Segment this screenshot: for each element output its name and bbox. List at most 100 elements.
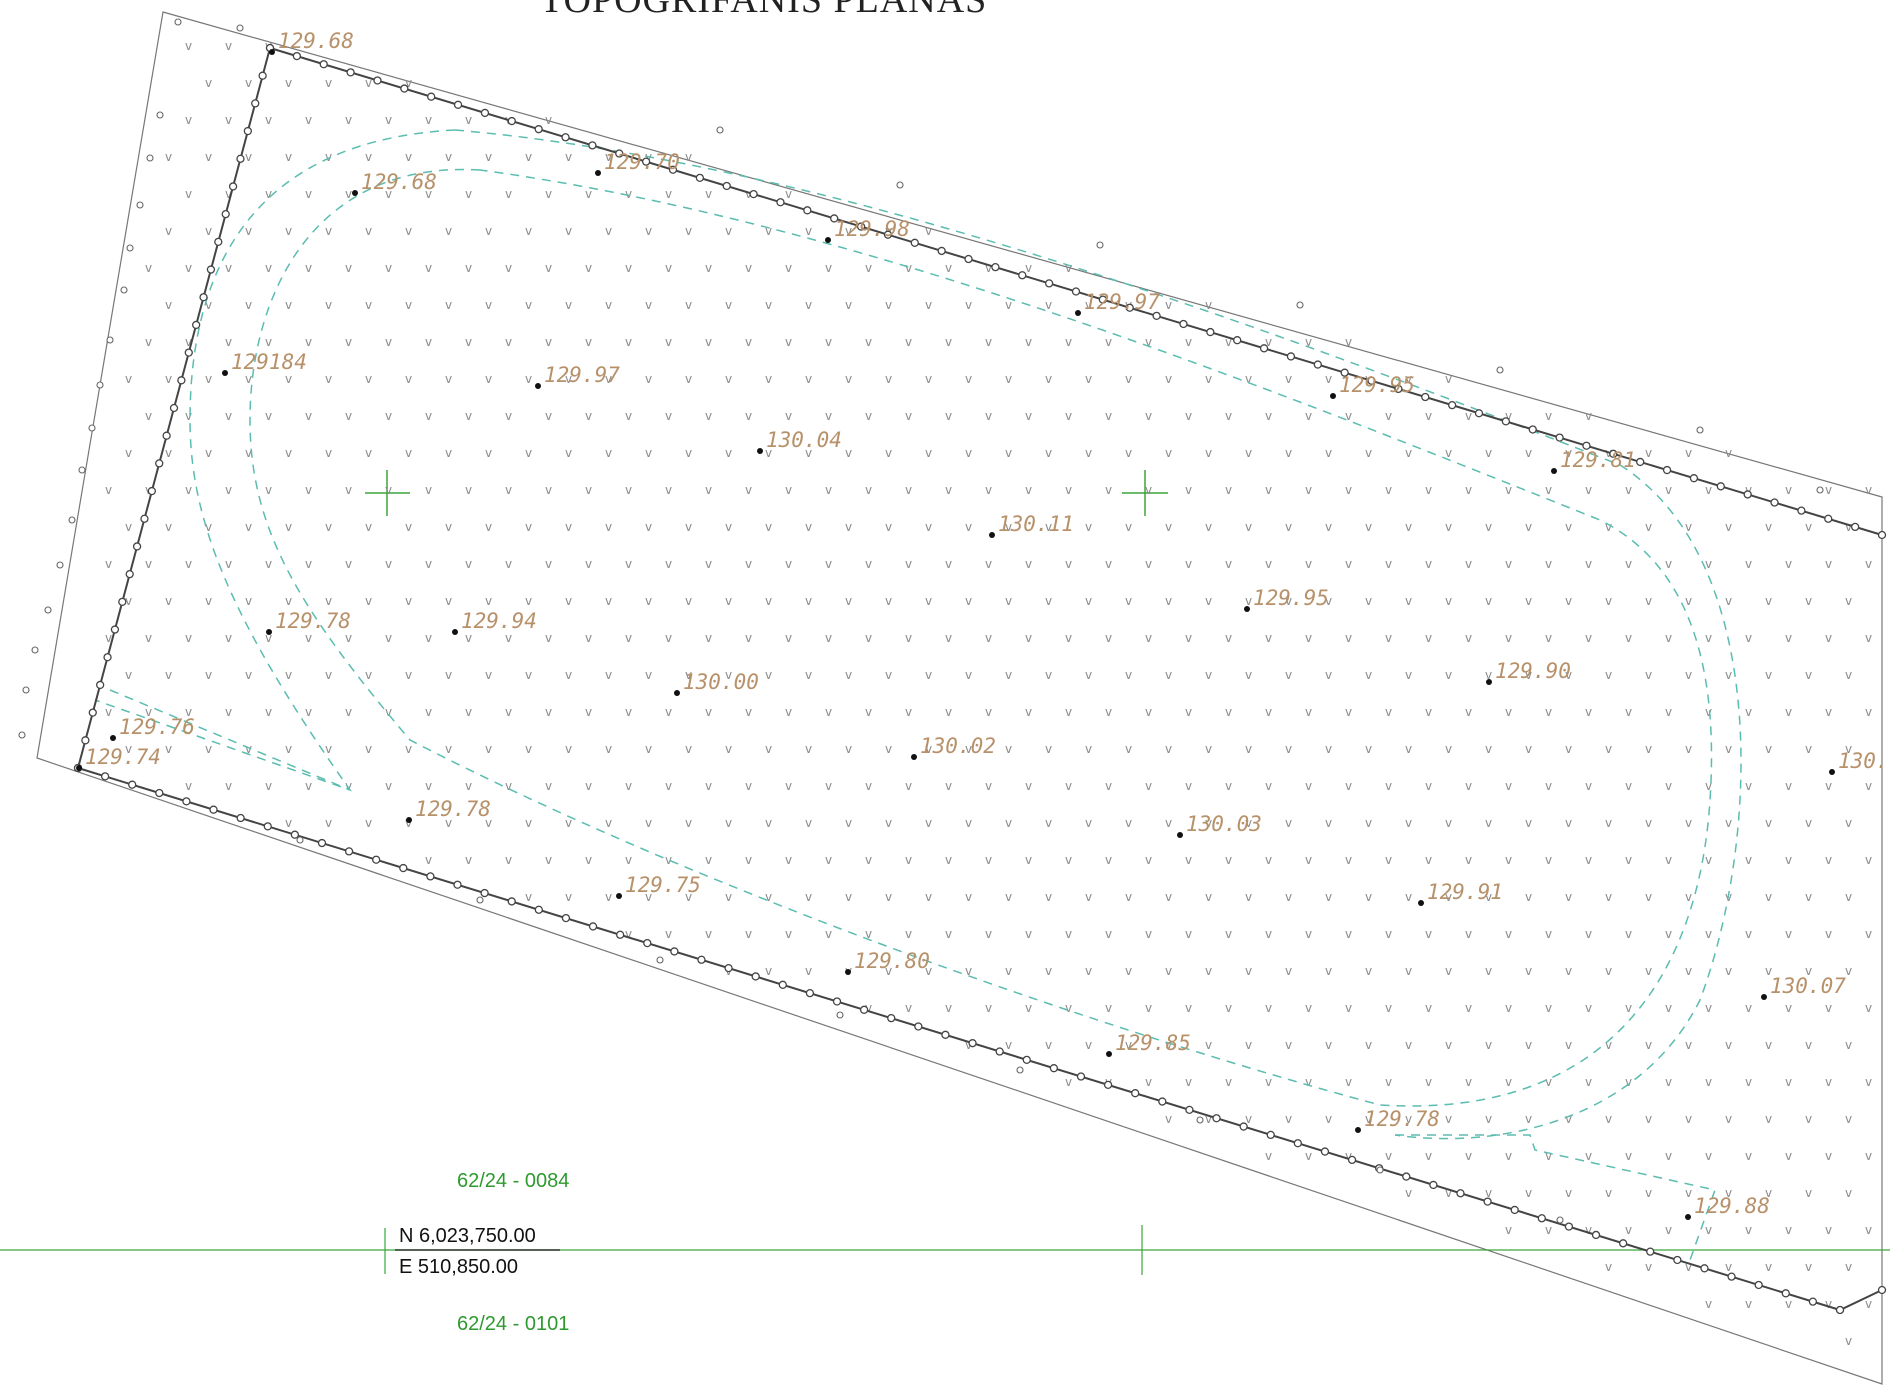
vegetation-mark: v xyxy=(1645,964,1652,978)
vegetation-mark: v xyxy=(705,335,712,349)
vegetation-mark: v xyxy=(685,298,692,312)
survey-post xyxy=(296,836,304,844)
vegetation-mark: v xyxy=(945,779,952,793)
vegetation-mark: v xyxy=(1345,779,1352,793)
vegetation-mark: v xyxy=(1245,890,1252,904)
vegetation-mark: v xyxy=(1265,409,1272,423)
vegetation-mark: v xyxy=(465,779,472,793)
fence-post xyxy=(805,988,815,998)
vegetation-mark: v xyxy=(1605,1112,1612,1126)
fence-post xyxy=(1125,303,1134,312)
fence-post xyxy=(100,772,110,781)
vegetation-mark: v xyxy=(885,964,892,978)
vegetation-mark: v xyxy=(685,890,692,904)
vegetation-mark: v xyxy=(525,668,532,682)
vegetation-mark: v xyxy=(665,927,672,941)
vegetation-mark: v xyxy=(525,890,532,904)
vegetation-mark: v xyxy=(1725,1260,1732,1274)
fence-post xyxy=(1049,1064,1059,1073)
survey-post xyxy=(1696,426,1704,434)
vegetation-mark: v xyxy=(1625,1223,1632,1237)
vegetation-mark: v xyxy=(425,557,432,571)
vegetation-mark: v xyxy=(845,372,852,386)
vegetation-mark: v xyxy=(605,224,612,238)
vegetation-mark: v xyxy=(1485,446,1492,460)
fence-post xyxy=(1754,1280,1763,1290)
vegetation-mark: v xyxy=(245,372,252,386)
fence-post xyxy=(724,963,733,973)
vegetation-mark: v xyxy=(1025,853,1032,867)
vegetation-mark: v xyxy=(205,372,212,386)
vegetation-mark: v xyxy=(1285,742,1292,756)
vegetation-mark: v xyxy=(1705,927,1712,941)
vegetation-mark: v xyxy=(745,631,752,645)
fence-post xyxy=(1044,279,1054,288)
elevation-point-marker xyxy=(1685,1214,1691,1220)
vegetation-mark: v xyxy=(1585,1001,1592,1015)
vegetation-mark: v xyxy=(1205,372,1212,386)
vegetation-mark: v xyxy=(925,298,932,312)
vegetation-mark: v xyxy=(1865,1149,1872,1163)
vegetation-mark: v xyxy=(1485,1112,1492,1126)
vegetation-mark: v xyxy=(705,705,712,719)
vegetation-mark: v xyxy=(925,594,932,608)
elevation-point-marker xyxy=(110,735,116,741)
survey-post xyxy=(106,336,114,344)
survey-post xyxy=(716,126,724,134)
vegetation-mark: v xyxy=(1345,1075,1352,1089)
vegetation-mark: v xyxy=(445,742,452,756)
fence-post xyxy=(177,376,186,385)
vegetation-mark: v xyxy=(1845,1186,1852,1200)
vegetation-mark: v xyxy=(765,816,772,830)
vegetation-mark: v xyxy=(125,594,132,608)
vegetation-mark: v xyxy=(1565,1186,1572,1200)
vegetation-mark: v xyxy=(1325,594,1332,608)
vegetation-mark: v xyxy=(745,187,752,201)
fence-post xyxy=(1528,425,1537,434)
vegetation-mark: v xyxy=(1025,779,1032,793)
vegetation-mark: v xyxy=(1245,1112,1252,1126)
vegetation-mark: v xyxy=(1405,594,1412,608)
fence-post xyxy=(1233,336,1242,345)
vegetation-mark: v xyxy=(805,594,812,608)
fence-post xyxy=(1259,344,1269,353)
vegetation-mark: v xyxy=(465,409,472,423)
vegetation-mark: v xyxy=(545,631,552,645)
fence-post xyxy=(206,265,216,274)
vegetation-mark: v xyxy=(605,446,612,460)
fence-post xyxy=(480,108,490,118)
vegetation-mark: v xyxy=(1345,1149,1352,1163)
vegetation-mark: v xyxy=(1105,1001,1112,1015)
vegetation-mark: v xyxy=(305,631,312,645)
fence-post xyxy=(427,92,436,101)
vegetation-mark: v xyxy=(245,668,252,682)
fence-post xyxy=(1076,1072,1086,1081)
vegetation-mark: v xyxy=(1805,594,1812,608)
contour-line xyxy=(94,129,456,792)
fence-post xyxy=(697,955,706,964)
fence-post xyxy=(236,154,245,163)
vegetation-mark: v xyxy=(705,557,712,571)
vegetation-mark: v xyxy=(1605,964,1612,978)
fence-post xyxy=(588,141,597,150)
vegetation-mark: v xyxy=(525,594,532,608)
vegetation-mark: v xyxy=(1165,446,1172,460)
elevation-label: 130. xyxy=(1838,749,1889,773)
vegetation-mark: v xyxy=(1425,483,1432,497)
vegetation-mark: v xyxy=(1625,705,1632,719)
vegetation-mark: v xyxy=(645,668,652,682)
vegetation-mark: v xyxy=(1865,631,1872,645)
vegetation-mark: v xyxy=(465,705,472,719)
vegetation-mark: v xyxy=(1065,631,1072,645)
vegetation-mark: v xyxy=(945,335,952,349)
vegetation-mark: v xyxy=(925,446,932,460)
vegetation-mark: v xyxy=(445,224,452,238)
fence-post xyxy=(1850,522,1860,532)
vegetation-mark: v xyxy=(1205,816,1212,830)
vegetation-mark: v xyxy=(1505,853,1512,867)
vegetation-mark: v xyxy=(1805,742,1812,756)
vegetation-mark: v xyxy=(1505,1149,1512,1163)
vegetation-mark: v xyxy=(1225,779,1232,793)
fence-post xyxy=(1727,1272,1736,1281)
vegetation-mark: v xyxy=(1645,668,1652,682)
